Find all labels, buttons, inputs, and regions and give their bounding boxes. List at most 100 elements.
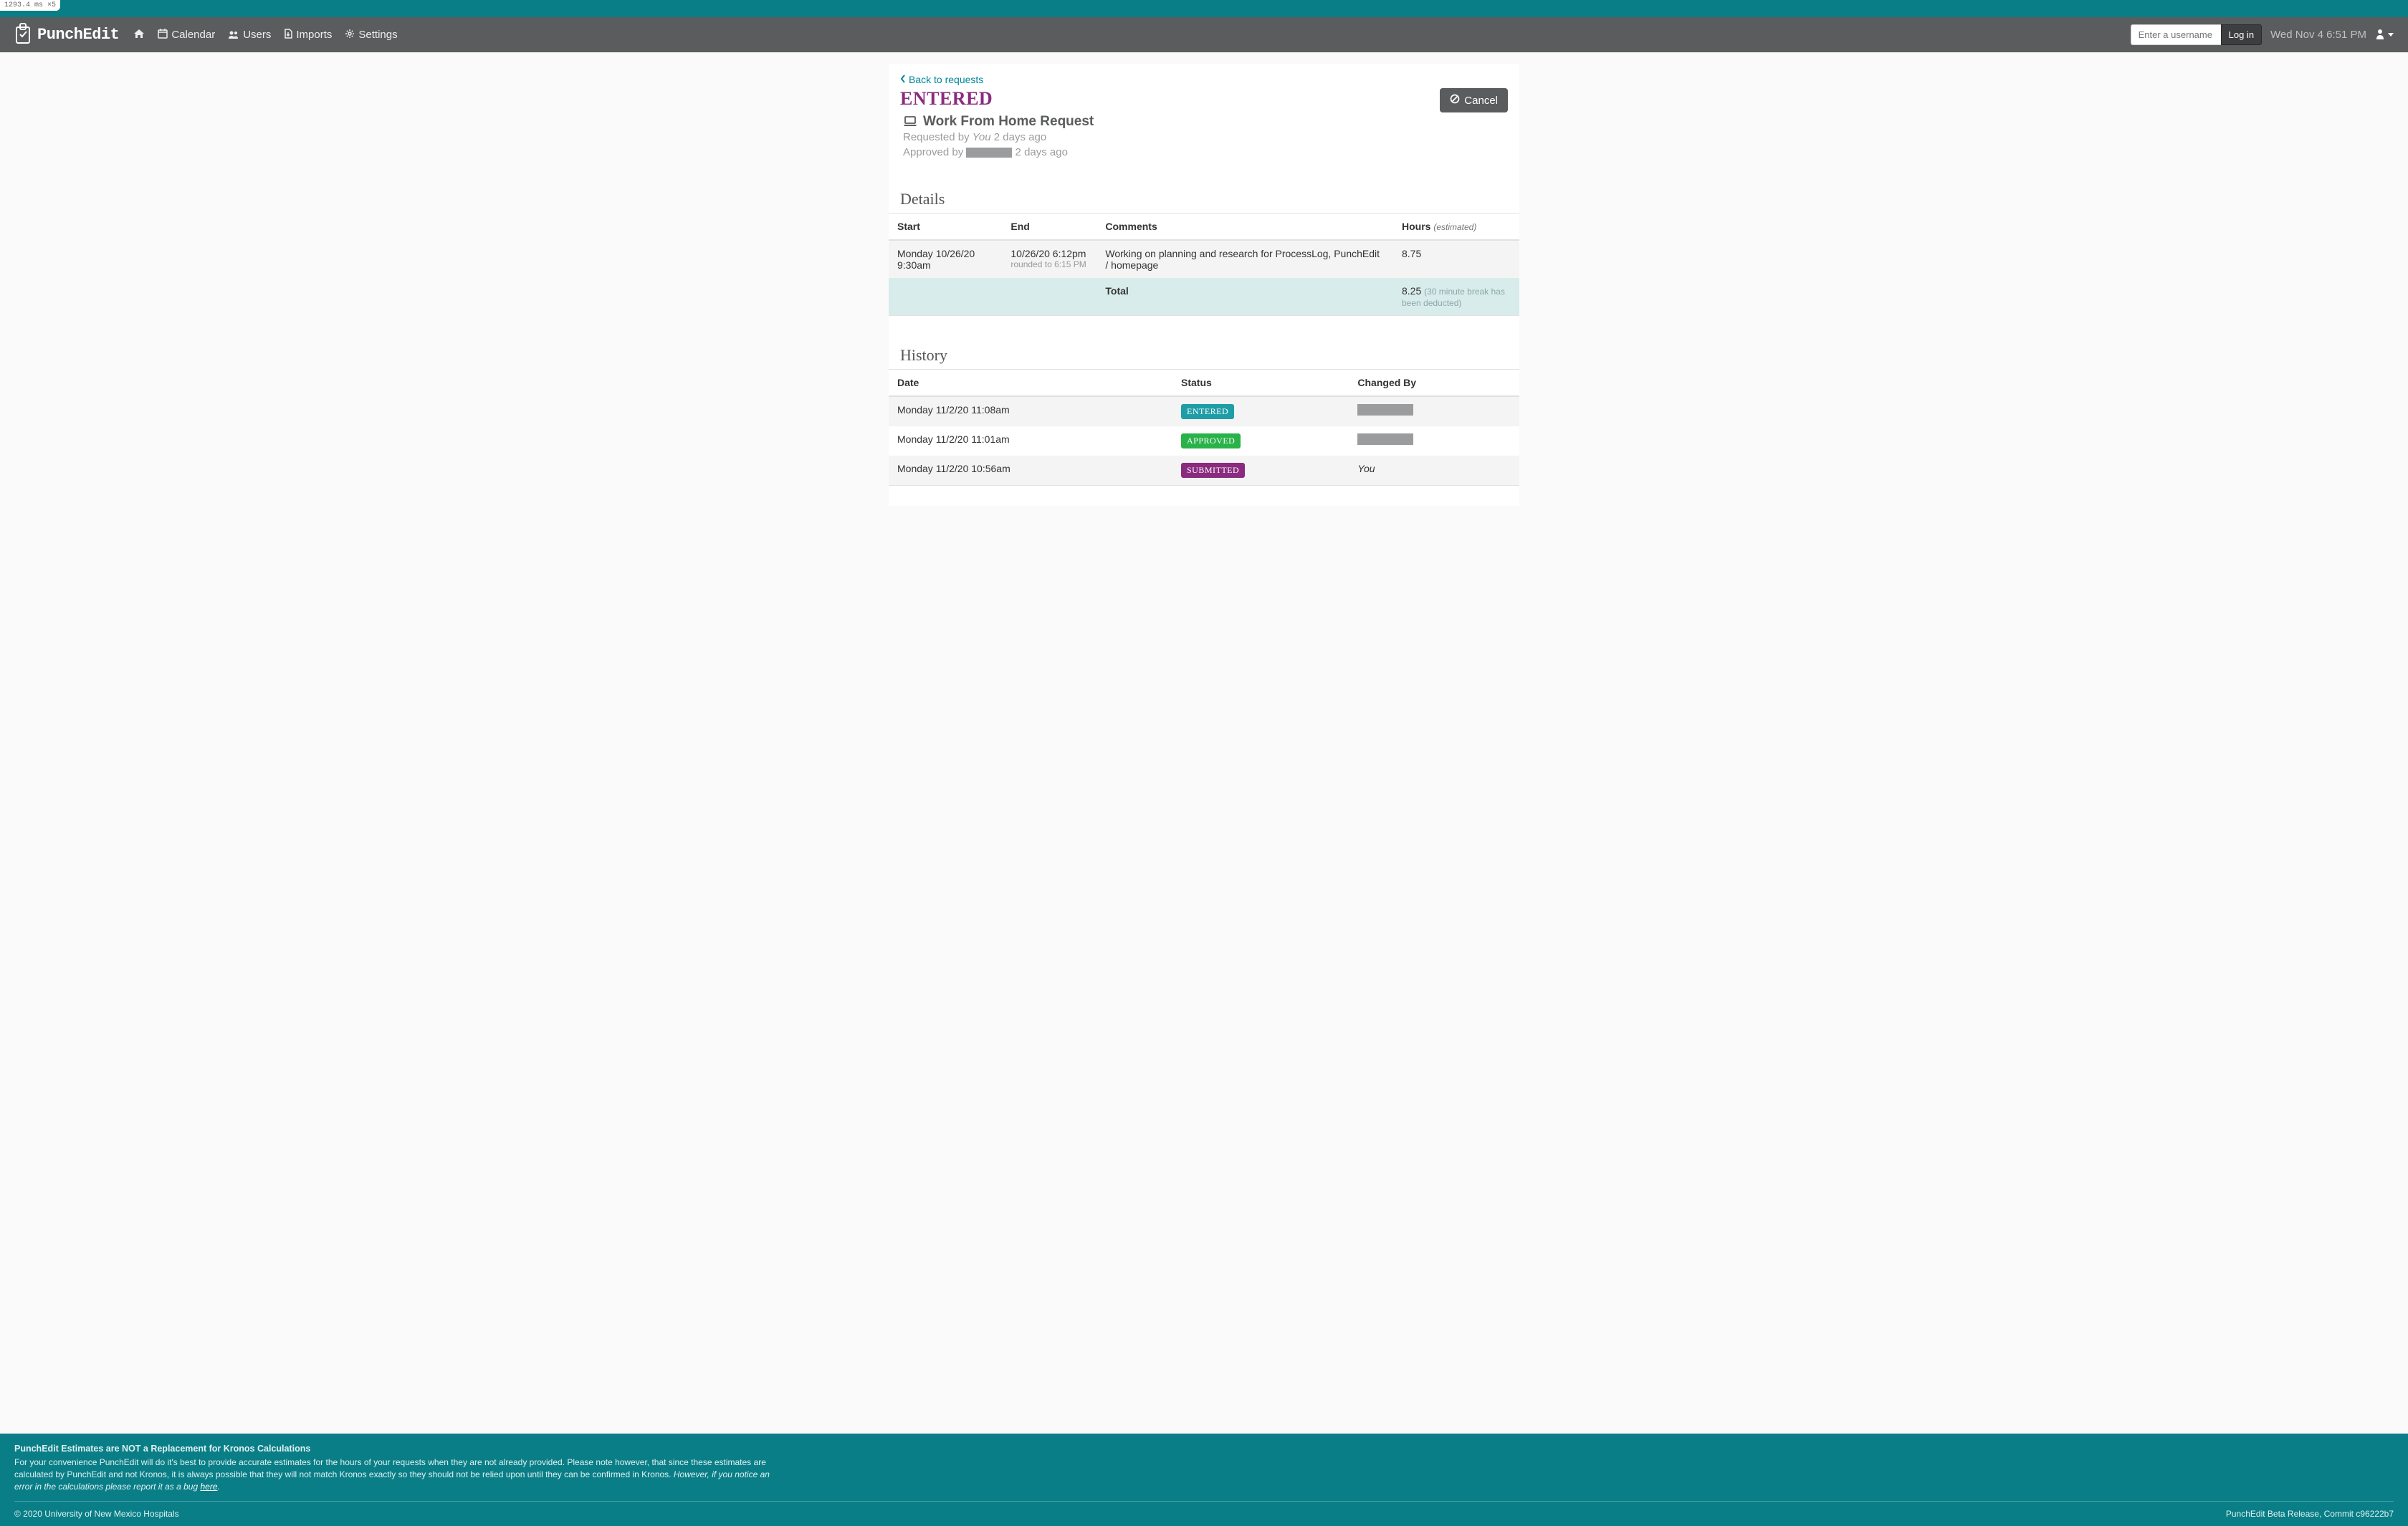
nav-links: Calendar Users Imports Settings (133, 29, 397, 41)
back-to-requests-link[interactable]: Back to requests (889, 74, 995, 85)
main-navbar: PunchEdit Calendar Users Imports (0, 17, 2408, 52)
requested-when: 2 days ago (991, 131, 1047, 143)
back-link-label: Back to requests (909, 74, 983, 85)
nav-calendar-label: Calendar (171, 29, 215, 41)
history-status: SUBMITTED (1172, 456, 1349, 485)
col-changed-by: Changed By (1349, 370, 1519, 396)
nav-home[interactable] (133, 29, 145, 41)
history-changed-by (1349, 426, 1519, 456)
login-button[interactable]: Log in (2221, 24, 2262, 45)
calendar-icon (158, 29, 168, 41)
history-row: Monday 11/2/20 11:08am ENTERED (889, 396, 1519, 426)
details-total-row: Total 8.25 (30 minute break has been ded… (889, 278, 1519, 315)
cell-hours: 8.75 (1393, 240, 1519, 278)
approved-prefix: Approved by (903, 146, 966, 158)
col-comments: Comments (1096, 213, 1393, 240)
nav-users-label: Users (243, 29, 271, 41)
username-input[interactable] (2131, 24, 2224, 45)
history-row: Monday 11/2/20 11:01am APPROVED (889, 426, 1519, 456)
history-date: Monday 11/2/20 11:01am (889, 426, 1172, 456)
total-hours-cell: 8.25 (30 minute break has been deducted) (1393, 278, 1519, 315)
nav-right: Log in Wed Nov 4 6:51 PM (2131, 24, 2394, 45)
col-end: End (1002, 213, 1096, 240)
details-table: Start End Comments Hours (estimated) Mon… (889, 213, 1519, 315)
details-heading: Details (889, 160, 1519, 213)
history-table-wrap: Date Status Changed By Monday 11/2/20 11… (889, 370, 1519, 486)
request-card: Back to requests ENTERED Cancel Work Fro… (889, 64, 1519, 506)
request-status: ENTERED (900, 88, 993, 110)
user-icon (2375, 28, 2385, 42)
cell-end-time: 10/26/20 6:12pm (1010, 248, 1088, 259)
history-date: Monday 11/2/20 10:56am (889, 456, 1172, 485)
status-pill: SUBMITTED (1181, 463, 1245, 478)
requested-who: You (973, 131, 991, 143)
changed-by-redacted (1357, 404, 1413, 416)
status-row: ENTERED Cancel (889, 85, 1519, 112)
col-status: Status (1172, 370, 1349, 396)
login-group: Log in (2131, 24, 2262, 45)
caret-down-icon (2388, 33, 2394, 37)
details-row: Monday 10/26/20 9:30am 10/26/20 6:12pm r… (889, 240, 1519, 278)
history-status: ENTERED (1172, 396, 1349, 426)
users-icon (228, 29, 239, 41)
release-info: PunchEdit Beta Release, Commit c96222b7 (2226, 1509, 2394, 1519)
col-hours: Hours (estimated) (1393, 213, 1519, 240)
cell-start: Monday 10/26/20 9:30am (889, 240, 1002, 278)
brand-text: PunchEdit (37, 26, 119, 44)
brand[interactable]: PunchEdit (14, 23, 119, 47)
disclaimer-text-1: For your convenience PunchEdit will do i… (14, 1457, 766, 1479)
home-icon (133, 29, 145, 41)
col-date: Date (889, 370, 1172, 396)
history-table: Date Status Changed By Monday 11/2/20 11… (889, 370, 1519, 485)
nav-imports-label: Imports (296, 29, 332, 41)
total-label-text: Total (1105, 285, 1128, 297)
page-wrap: Back to requests ENTERED Cancel Work Fro… (0, 52, 2408, 1434)
cancel-button[interactable]: Cancel (1440, 88, 1508, 112)
changed-by-value: You (1357, 463, 1375, 474)
footer: PunchEdit Estimates are NOT a Replacemen… (0, 1434, 2408, 1526)
chevron-left-icon (900, 74, 906, 85)
report-bug-link[interactable]: here (200, 1482, 217, 1492)
nav-settings[interactable]: Settings (345, 29, 397, 41)
approved-by-redacted (966, 148, 1012, 158)
nav-users[interactable]: Users (228, 29, 271, 41)
col-start: Start (889, 213, 1002, 240)
gear-icon (345, 29, 355, 41)
request-title-row: Work From Home Request (889, 112, 1519, 130)
col-hours-label: Hours (1402, 221, 1430, 232)
total-label: Total (1096, 278, 1393, 315)
datetime-display: Wed Nov 4 6:51 PM (2270, 29, 2366, 41)
status-pill: ENTERED (1181, 404, 1234, 419)
nav-settings-label: Settings (358, 29, 397, 41)
changed-by-redacted (1357, 433, 1413, 445)
imports-icon (284, 29, 292, 41)
request-title: Work From Home Request (923, 114, 1094, 130)
disclaimer-title: PunchEdit Estimates are NOT a Replacemen… (14, 1444, 2394, 1454)
disclaimer-body: For your convenience PunchEdit will do i… (14, 1457, 788, 1492)
laptop-icon (903, 115, 917, 129)
requested-by-line: Requested by You 2 days ago (889, 130, 1519, 145)
history-heading: History (889, 316, 1519, 370)
status-pill: APPROVED (1181, 433, 1241, 448)
total-hours: 8.25 (1402, 285, 1421, 297)
nav-calendar[interactable]: Calendar (158, 29, 215, 41)
history-row: Monday 11/2/20 10:56am SUBMITTED You (889, 456, 1519, 485)
approved-when: 2 days ago (1012, 146, 1068, 158)
col-hours-note: (estimated) (1433, 222, 1476, 232)
user-menu[interactable] (2375, 28, 2394, 42)
cell-comments: Working on planning and research for Pro… (1096, 240, 1393, 278)
nav-imports[interactable]: Imports (284, 29, 332, 41)
requested-prefix: Requested by (903, 131, 973, 143)
footer-bottom-row: © 2020 University of New Mexico Hospital… (14, 1501, 2394, 1519)
debug-timing-tab: 1293.4 ms ×5 (0, 0, 60, 11)
cell-end: 10/26/20 6:12pm rounded to 6:15 PM (1002, 240, 1096, 278)
history-changed-by (1349, 396, 1519, 426)
brand-icon (14, 23, 32, 47)
history-date: Monday 11/2/20 11:08am (889, 396, 1172, 426)
cancel-icon (1450, 94, 1460, 107)
history-changed-by: You (1349, 456, 1519, 485)
history-status: APPROVED (1172, 426, 1349, 456)
approved-by-line: Approved by 2 days ago (889, 145, 1519, 160)
copyright: © 2020 University of New Mexico Hospital… (14, 1509, 179, 1519)
details-table-wrap: Start End Comments Hours (estimated) Mon… (889, 213, 1519, 316)
